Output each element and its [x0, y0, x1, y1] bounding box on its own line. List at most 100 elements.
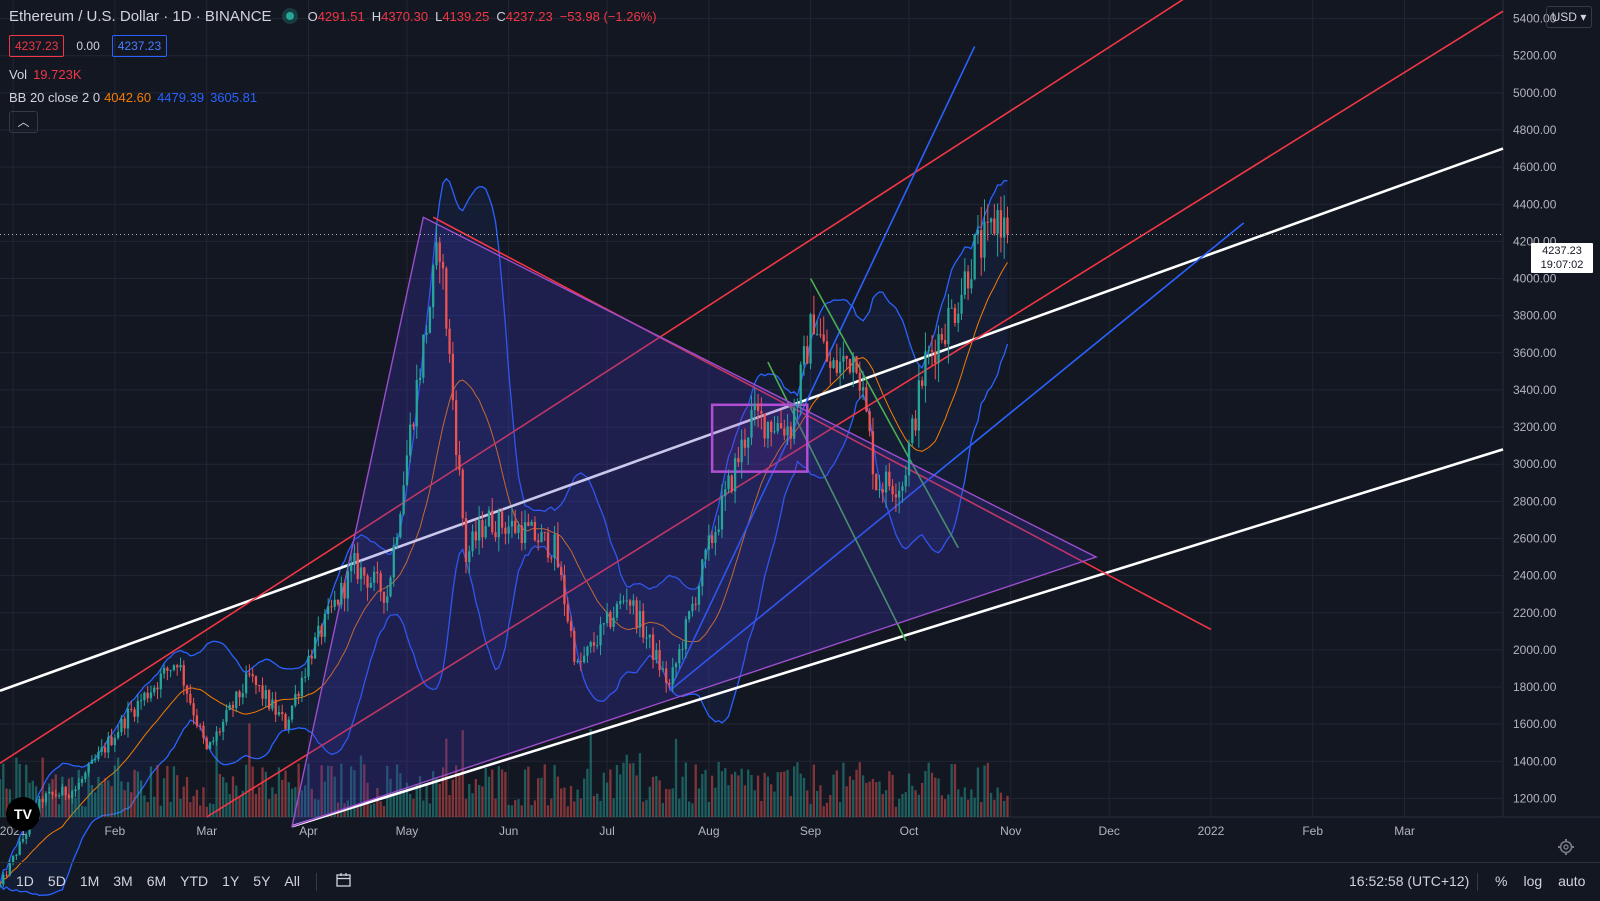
volume-bar	[776, 771, 779, 817]
candle-body	[418, 377, 422, 381]
volume-bar	[353, 770, 356, 817]
high-value: 4370.30	[381, 9, 429, 24]
volume-legend[interactable]: Vol 19.723K	[9, 67, 82, 82]
y-tick-label: 5000.00	[1513, 86, 1557, 100]
candle-body	[363, 567, 366, 576]
candle-body	[612, 617, 615, 627]
sell-price-button[interactable]: 4237.23	[9, 35, 65, 57]
candle-body	[986, 221, 989, 223]
buy-price-button[interactable]: 4237.23	[111, 35, 168, 57]
candle-body	[868, 411, 871, 432]
volume-bar	[327, 765, 330, 817]
y-tick-label: 3400.00	[1513, 383, 1557, 397]
volume-bar	[1003, 800, 1006, 817]
clock-timezone[interactable]: 16:52:58 (UTC+12)	[1349, 873, 1470, 889]
currency-select[interactable]: USD ▾	[1546, 6, 1592, 28]
volume-bar	[727, 785, 730, 817]
bollinger-legend[interactable]: BB 20 close 2 0 4042.60 4479.39 3605.81	[9, 90, 257, 105]
candle-body	[658, 650, 661, 671]
candle-body	[838, 361, 842, 373]
x-tick-label: Jun	[499, 824, 518, 838]
candle-body	[651, 634, 655, 660]
volume-bar	[747, 769, 750, 817]
candle-body	[668, 683, 671, 685]
candle-body	[340, 582, 343, 605]
candle-body	[687, 611, 691, 620]
candle-body	[323, 613, 327, 637]
volume-bar	[753, 790, 756, 817]
bollinger-lower-line	[0, 343, 1009, 897]
candle-body	[202, 725, 205, 738]
range-1d[interactable]: 1D	[16, 873, 34, 889]
candle-body	[307, 656, 310, 677]
volume-bar	[405, 782, 409, 817]
auto-toggle[interactable]: auto	[1558, 873, 1586, 889]
chevron-up-icon[interactable]: ︿	[9, 111, 38, 133]
candle-body	[474, 531, 477, 541]
candle-body	[628, 600, 632, 606]
volume-bar	[185, 776, 189, 817]
range-all[interactable]: All	[284, 873, 300, 889]
volume-bar	[294, 787, 297, 817]
volume-bar	[300, 790, 304, 817]
candle-body	[435, 242, 438, 266]
volume-bar	[602, 772, 605, 817]
candle-body	[139, 700, 143, 702]
volume-bar	[707, 801, 710, 817]
candle-body	[602, 623, 605, 625]
candle-body	[701, 559, 704, 587]
range-5y[interactable]: 5Y	[253, 873, 271, 889]
volume-bar	[228, 794, 231, 817]
volume-bar	[267, 799, 271, 817]
volume-bar	[940, 795, 943, 817]
range-5d[interactable]: 5D	[47, 873, 66, 889]
candle-body	[806, 346, 809, 364]
symbol-title[interactable]: Ethereum / U.S. Dollar · 1D · BINANCE	[9, 8, 272, 25]
volume-bar	[625, 754, 628, 817]
range-3m[interactable]: 3M	[113, 873, 133, 889]
range-1m[interactable]: 1M	[79, 873, 100, 889]
volume-bar	[87, 765, 90, 817]
candle-body	[947, 307, 950, 345]
range-1y[interactable]: 1Y	[222, 873, 240, 889]
volume-bar	[330, 766, 333, 817]
candle-body	[15, 854, 18, 856]
volume-bar	[287, 782, 290, 817]
volume-bar	[333, 776, 336, 817]
log-toggle[interactable]: log	[1523, 873, 1543, 889]
tradingview-logo-icon[interactable]: TV	[6, 797, 40, 831]
chart-header: Ethereum / U.S. Dollar · 1D · BINANCE O42…	[9, 8, 664, 25]
volume-bar	[428, 803, 432, 817]
volume-bar	[323, 781, 327, 817]
candle-body	[789, 426, 793, 439]
candle-body	[107, 736, 110, 753]
range-6m[interactable]: 6M	[146, 873, 167, 889]
candle-body	[425, 332, 428, 335]
candle-body	[730, 475, 733, 492]
last-price-tag: 4237.23 19:07:02	[1531, 243, 1593, 273]
volume-bar	[697, 788, 701, 817]
volume-bar	[934, 777, 937, 817]
volume-bar	[143, 795, 146, 817]
volume-bar	[399, 773, 402, 817]
calendar-icon[interactable]	[335, 871, 353, 889]
volume-bar	[336, 802, 340, 817]
candle-body	[110, 736, 113, 746]
candle-body	[553, 534, 556, 559]
volume-bar	[829, 795, 832, 817]
volume-bar	[238, 796, 241, 817]
range-ytd[interactable]: YTD	[180, 873, 209, 889]
gear-icon[interactable]	[1557, 838, 1575, 856]
y-tick-label: 3600.00	[1513, 346, 1557, 360]
volume-bar	[369, 804, 372, 817]
percent-toggle[interactable]: %	[1495, 873, 1508, 889]
volume-bar	[468, 783, 471, 817]
candle-body	[484, 526, 487, 538]
volume-bar	[717, 762, 720, 817]
candle-body	[793, 407, 796, 439]
volume-bar	[244, 764, 248, 817]
volume-bar	[865, 782, 868, 817]
candle-body	[48, 791, 51, 794]
volume-bar	[84, 806, 87, 817]
